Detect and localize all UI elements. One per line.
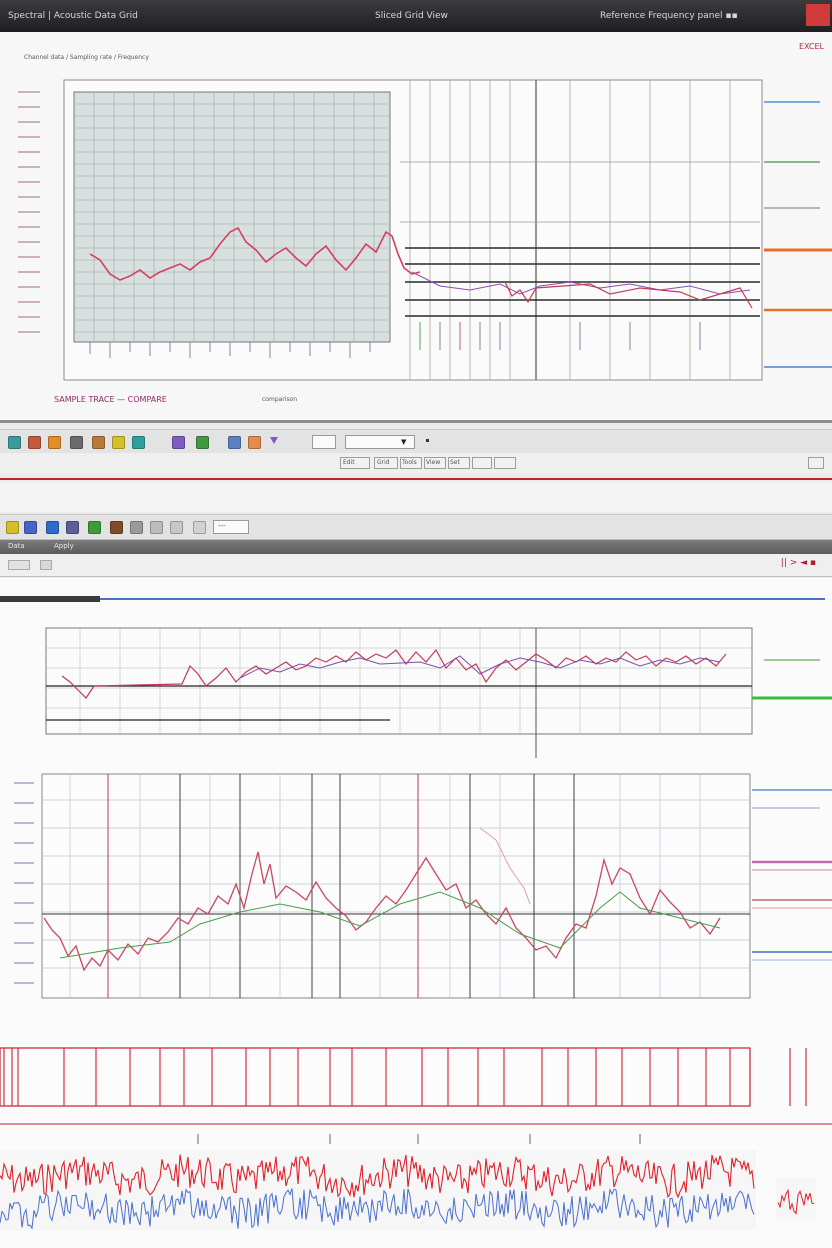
top-panel-corner-label: EXCEL	[798, 42, 824, 51]
toolbar-dot-icon[interactable]	[426, 439, 429, 442]
panel4-band	[0, 1150, 756, 1230]
window-title-right: Reference Frequency panel ▪▪	[600, 11, 738, 21]
pen-icon[interactable]	[88, 521, 101, 534]
toolbar2-field[interactable]: ---	[213, 520, 249, 534]
darkbar-left-label: Data	[8, 542, 25, 550]
top-red-trace	[89, 226, 421, 281]
marker-icon[interactable]	[46, 521, 59, 534]
toolbar-dropdown[interactable]	[345, 435, 415, 449]
panel2-grid	[42, 774, 750, 998]
panel3-strip	[0, 1047, 751, 1107]
panel2-dark-verticals	[107, 774, 575, 998]
darkbar-mid-label: Apply	[54, 542, 74, 550]
graph-icon[interactable]	[66, 521, 79, 534]
sub-toolbar-button-2[interactable]	[40, 560, 52, 570]
select-icon-3[interactable]	[193, 521, 206, 534]
chip-tools[interactable]: Tools	[400, 457, 422, 469]
top-panel-header: Channel data / Sampling rate / Frequency	[24, 54, 149, 61]
window-subtitle: Sliced Grid View	[375, 11, 448, 21]
panel3-bars	[3, 1048, 807, 1106]
scale-icon[interactable]	[130, 521, 143, 534]
panel1-red-trace	[61, 648, 727, 699]
palette-icon[interactable]	[196, 436, 209, 449]
left-axis-ticks	[18, 91, 40, 333]
spacer-band	[0, 482, 832, 512]
zoom-icon[interactable]	[228, 436, 241, 449]
top-grid-chart[interactable]	[0, 32, 832, 420]
top-right-grid	[400, 80, 760, 380]
panel2-red-trace	[43, 851, 721, 972]
sub-toolbar: || > ◄ ▪	[0, 554, 832, 577]
panel2-green-trace	[59, 891, 721, 959]
panel2-legend	[752, 789, 832, 961]
dense-grid-lines	[74, 92, 390, 342]
top-panel-footer-label: SAMPLE TRACE — COMPARE	[54, 395, 167, 404]
panel4-blue-noise	[0, 1187, 755, 1230]
color-icon[interactable]	[92, 436, 105, 449]
panel1-purple-trace	[239, 655, 721, 679]
layers-icon[interactable]	[24, 521, 37, 534]
panel4-markers	[197, 1134, 641, 1144]
dense-grid-region	[73, 91, 391, 343]
top-purple-trace	[411, 271, 751, 295]
panel2-pink-trace	[479, 827, 531, 905]
window-title: Spectral | Acoustic Data Grid	[8, 11, 138, 21]
export-icon[interactable]	[132, 436, 145, 449]
top-chart-panel: Channel data / Sampling rate / Frequency…	[0, 32, 832, 423]
select-icon-2[interactable]	[170, 521, 183, 534]
divider-red	[0, 478, 832, 480]
chip-extra-1[interactable]	[472, 457, 492, 469]
sort-icon[interactable]	[70, 436, 83, 449]
color-swatch-field[interactable]	[312, 435, 336, 449]
panel2-plot-area	[41, 773, 751, 999]
close-window-button[interactable]	[806, 4, 830, 26]
playback-controls[interactable]: || > ◄ ▪	[780, 558, 816, 568]
panel1-plot-area	[45, 627, 753, 735]
toolbar-secondary: ---	[0, 514, 832, 540]
refresh-icon[interactable]	[112, 436, 125, 449]
panel1-grid	[46, 628, 752, 758]
chip-extra-3[interactable]	[808, 457, 824, 469]
status-bar-dark: Data Apply	[0, 540, 832, 554]
top-red-trace-right	[504, 281, 753, 309]
title-bar: Spectral | Acoustic Data Grid Sliced Gri…	[0, 0, 832, 32]
table-icon[interactable]	[28, 436, 41, 449]
chip-row: Edit Grid Tools View Set	[0, 453, 832, 473]
top-panel-footer-mid: comparison	[262, 396, 298, 403]
panel1-header-rule	[100, 598, 825, 600]
panel2-left-labels	[14, 782, 34, 984]
top-x-ticks	[89, 322, 701, 358]
sub-toolbar-button[interactable]	[8, 560, 30, 570]
toolbar-primary: ▼	[0, 429, 832, 455]
panel1-header-bar	[0, 596, 100, 602]
chip-view[interactable]: View	[424, 457, 446, 469]
ruler-icon[interactable]	[110, 521, 123, 534]
filter-icon[interactable]	[48, 436, 61, 449]
select-icon[interactable]	[150, 521, 163, 534]
chip-grid[interactable]: Grid	[374, 457, 398, 469]
dropdown-arrow-icon[interactable]: ▼	[401, 438, 407, 446]
panel4-tail-noise	[777, 1188, 815, 1215]
bottom-charts[interactable]	[0, 578, 832, 1248]
chevron-down-icon[interactable]	[270, 437, 278, 444]
top-legend	[764, 101, 832, 368]
wave-icon[interactable]	[6, 521, 19, 534]
panel4-red-noise	[0, 1154, 755, 1199]
cursor-icon[interactable]	[248, 436, 261, 449]
chip-extra-2[interactable]	[494, 457, 516, 469]
bottom-chart-panel	[0, 578, 832, 1248]
chip-set[interactable]: Set	[448, 457, 470, 469]
top-right-dark-rules	[405, 247, 760, 317]
chip-edit[interactable]: Edit	[340, 457, 370, 469]
chart-icon[interactable]	[8, 436, 21, 449]
settings-icon[interactable]	[172, 436, 185, 449]
